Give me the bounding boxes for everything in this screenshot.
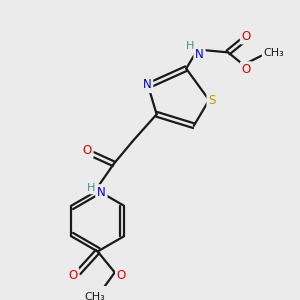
Text: O: O [242,30,251,43]
Text: N: N [195,48,204,61]
Text: CH₃: CH₃ [84,292,105,300]
Text: N: N [97,186,106,199]
Text: CH₃: CH₃ [263,48,284,58]
Text: H: H [87,183,95,193]
Text: O: O [68,269,77,282]
Text: H: H [186,41,194,51]
Text: S: S [208,94,216,107]
Text: N: N [143,78,152,91]
Text: O: O [82,144,92,157]
Text: O: O [117,269,126,282]
Text: O: O [242,63,251,76]
